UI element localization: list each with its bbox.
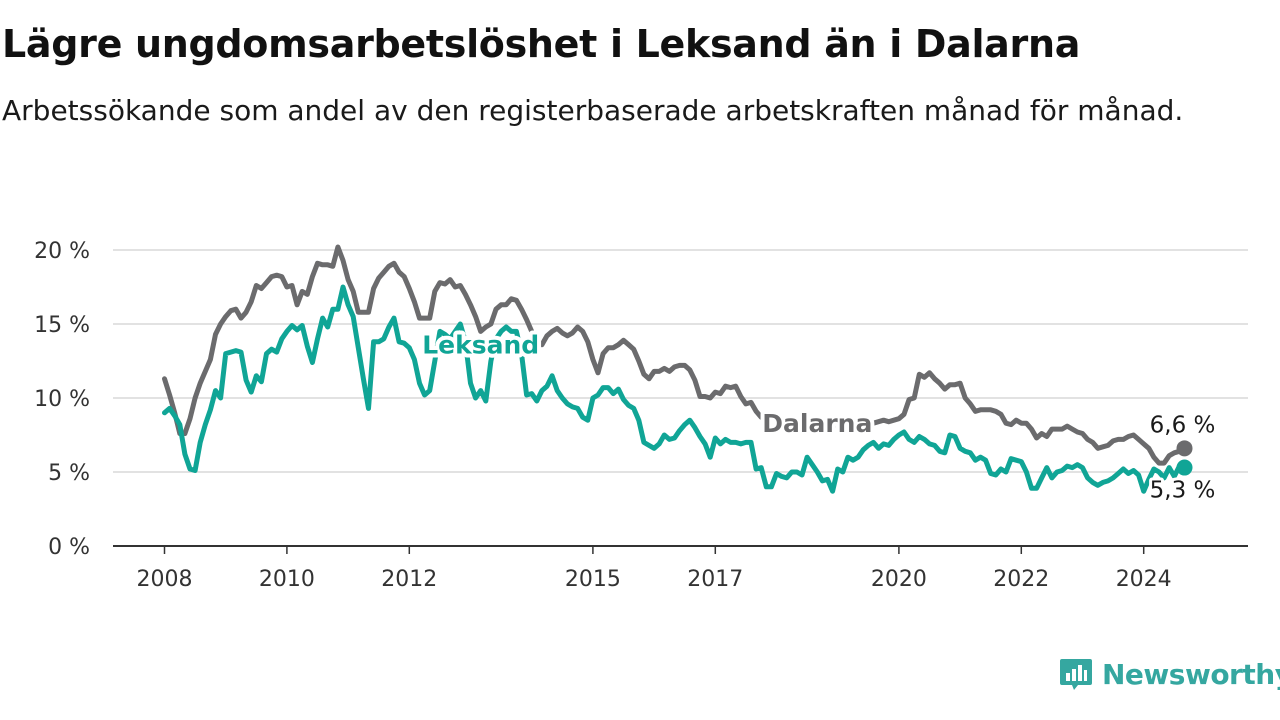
x-tick-label: 2022 xyxy=(993,567,1049,592)
brand: Newsworthy xyxy=(1058,654,1280,694)
end-value-label-dalarna: 6,6 % xyxy=(1150,412,1216,438)
newsworthy-logo-icon xyxy=(1060,659,1092,690)
series-annotations: Leksand Dalarna xyxy=(418,327,876,442)
series-label-leksand: Leksand xyxy=(422,331,539,360)
end-markers: 6,6 % 5,3 % xyxy=(1147,409,1219,506)
end-point-leksand xyxy=(1176,459,1193,476)
y-tick-label: 15 % xyxy=(34,313,90,338)
x-tick-label: 2020 xyxy=(871,567,927,592)
chart-title: Lägre ungdomsarbetslöshet i Leksand än i… xyxy=(2,22,1081,66)
x-tick-label: 2010 xyxy=(259,567,315,592)
series-label-dalarna: Dalarna xyxy=(762,409,872,438)
x-axis: 2008 2010 2012 2015 2017 2020 2022 2024 xyxy=(113,545,1248,592)
series-line-leksand xyxy=(162,284,1187,494)
y-tick-label: 5 % xyxy=(48,461,90,486)
end-value-label-leksand: 5,3 % xyxy=(1150,478,1216,504)
x-tick-label: 2015 xyxy=(565,567,621,592)
x-tick-label: 2017 xyxy=(687,567,743,592)
y-tick-label: 10 % xyxy=(34,387,90,412)
x-tick-label: 2024 xyxy=(1116,567,1172,592)
x-tick-label: 2012 xyxy=(381,567,437,592)
end-point-dalarna xyxy=(1176,440,1193,457)
y-tick-label: 20 % xyxy=(34,239,90,264)
y-axis: 0 % 5 % 10 % 15 % 20 % xyxy=(34,239,90,560)
series-line-dalarna xyxy=(162,244,1187,466)
series-lines xyxy=(162,244,1187,494)
chart-subtitle: Arbetssökande som andel av den registerb… xyxy=(2,94,1184,127)
y-tick-label: 0 % xyxy=(48,535,90,560)
brand-name: Newsworthy xyxy=(1102,657,1280,691)
line-chart: 0 %5 %10 %15 %20 % 2008 2010 2012 2015 2017 2… xyxy=(34,239,1248,592)
x-tick-label: 2008 xyxy=(137,567,193,592)
